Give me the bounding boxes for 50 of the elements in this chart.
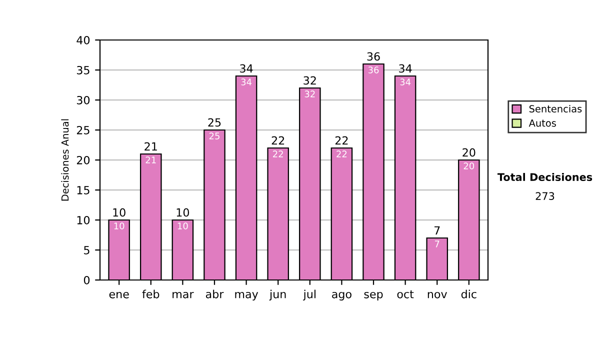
legend-label: Sentencias: [529, 104, 582, 112]
total-label: 10: [176, 208, 190, 217]
x-tick-label: feb: [142, 290, 160, 298]
total-label: 34: [240, 64, 253, 73]
x-tick-label: oct: [397, 290, 414, 298]
data-label: 21: [146, 156, 156, 164]
total-label: 7: [434, 226, 440, 234]
y-tick-label: 10: [77, 216, 90, 224]
data-label: 22: [273, 150, 283, 158]
data-label: 32: [304, 90, 315, 98]
total-label: 22: [335, 136, 348, 144]
y-tick-label: 5: [84, 246, 90, 254]
legend-label: Autos: [528, 120, 556, 127]
data-label: 34: [241, 78, 252, 86]
total-label: 36: [367, 52, 380, 61]
data-label: 10: [114, 222, 124, 230]
total-label: 21: [144, 142, 157, 150]
total-label: 20: [462, 148, 476, 157]
y-tick-label: 35: [76, 66, 90, 74]
y-tick-label: 0: [84, 276, 90, 284]
text: Total Decisiones: [497, 172, 592, 182]
y-tick-label: 15: [77, 186, 90, 194]
x-tick-label: nov: [428, 292, 447, 298]
data-label: 20: [464, 162, 474, 170]
y-tick-label: 30: [76, 96, 90, 104]
total-label: 32: [304, 76, 316, 85]
total-label: 25: [208, 118, 221, 127]
data-label: 7: [434, 240, 440, 248]
y-tick-label: 20: [76, 156, 90, 164]
x-tick-label: mar: [172, 292, 194, 298]
x-tick-label: jul: [303, 290, 316, 300]
total-label: 22: [272, 136, 284, 144]
data-label: 22: [336, 150, 347, 158]
y-axis-title: Decisiones Anual: [61, 119, 69, 201]
x-tick-label: jun: [269, 290, 286, 300]
x-tick-label: may: [235, 292, 258, 300]
y-tick-label: 25: [76, 126, 90, 134]
y-tick-label: 40: [76, 36, 90, 44]
data-label: 25: [209, 132, 220, 140]
data-label: 36: [368, 66, 379, 74]
total-label: 34: [399, 64, 412, 73]
x-tick-label: ago: [332, 292, 352, 300]
x-tick-label: sep: [364, 292, 383, 300]
data-label: 10: [178, 222, 188, 230]
x-tick-label: dic: [461, 290, 476, 298]
data-label: 34: [400, 78, 411, 86]
total-label: 10: [113, 208, 126, 217]
x-tick-label: abr: [206, 290, 224, 298]
text: 273: [536, 192, 554, 200]
x-tick-label: ene: [109, 292, 129, 298]
